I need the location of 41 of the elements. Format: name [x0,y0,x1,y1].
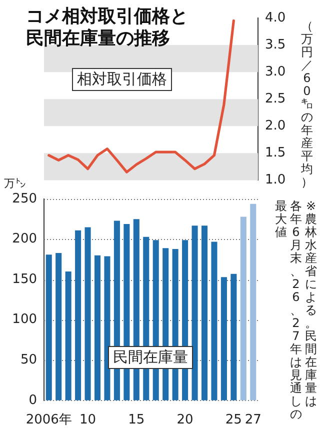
y-tick-label: 2.0 [265,118,286,134]
text: 相対取引価格 [72,68,172,91]
bar [94,255,101,400]
chart-title: コメ相対取引価格と民間在庫量の推移 [26,6,189,50]
x-tick-label: 2006年 [26,412,72,428]
bar [250,204,256,400]
bar [211,242,218,400]
y-tick-label: 250 [12,191,37,206]
text: （万円／60㌔の年産平均） [301,19,313,189]
text: ※農林水産省による。民間在庫量は [305,199,317,408]
bar [56,252,62,400]
y-tick-label: 2.5 [265,91,286,106]
y-tick-label: 3.0 [265,64,286,80]
y-tick-label: 3.5 [265,37,286,52]
x-tick-label: 25 [225,412,242,428]
x-tick-label: 15 [128,412,145,428]
bar [104,256,110,400]
y-tick-label: 1.5 [265,146,286,161]
bar [220,277,227,400]
series-label: 民間在庫量 [108,346,193,369]
bar [84,227,91,400]
bar [240,216,246,400]
y-tick-label: 200 [12,232,37,247]
y-tick-label: 1.0 [265,172,286,188]
text: 最大値 [274,199,288,239]
bar [65,272,72,400]
bar [46,254,52,400]
y-tick-label: 0 [28,392,37,408]
y-tick-label: 50 [20,352,37,368]
bar [201,226,208,400]
y-tick-label: 4.0 [265,10,286,26]
bar [230,274,237,400]
bar [75,230,82,400]
bar [192,226,198,400]
x-tick-label: 20 [176,412,194,428]
y-tick-label: 100 [12,312,37,328]
text: 各年6月末、26、27年は見通しの [290,199,302,421]
x-tick-label: 10 [80,412,96,428]
x-tick-label: 27 [244,412,262,428]
y-tick-label: 150 [12,272,37,287]
y-axis-title: 万㌧ [4,176,26,191]
